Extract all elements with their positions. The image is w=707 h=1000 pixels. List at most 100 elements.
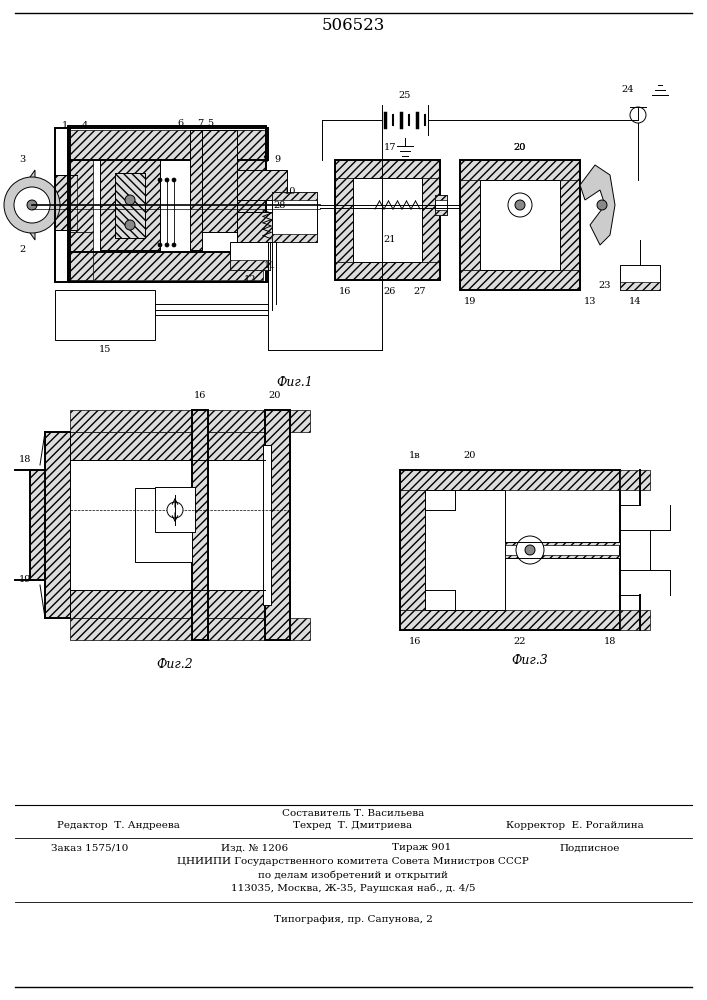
Bar <box>230 260 270 270</box>
Circle shape <box>165 243 169 247</box>
Bar <box>70 432 265 460</box>
Bar <box>460 270 580 290</box>
Bar <box>55 128 70 282</box>
Text: 113035, Москва, Ж-35, Раушская наб., д. 4/5: 113035, Москва, Ж-35, Раушская наб., д. … <box>230 883 475 893</box>
Bar <box>68 160 93 232</box>
Text: Редактор  Т. Андреева: Редактор Т. Андреева <box>57 822 180 830</box>
Bar <box>190 130 202 250</box>
Text: 20: 20 <box>269 390 281 399</box>
Bar <box>560 180 580 270</box>
Bar <box>425 490 505 610</box>
Circle shape <box>172 243 176 247</box>
Text: 25: 25 <box>399 91 411 100</box>
Bar <box>235 130 265 232</box>
Bar <box>68 128 268 160</box>
Text: 5: 5 <box>207 118 213 127</box>
Bar <box>45 432 70 618</box>
Text: 21: 21 <box>384 235 396 244</box>
Circle shape <box>630 107 646 123</box>
Bar <box>68 130 263 160</box>
Text: 1в: 1в <box>409 450 421 460</box>
Text: 16: 16 <box>194 390 206 399</box>
Text: 3: 3 <box>19 155 25 164</box>
Bar <box>237 212 287 242</box>
Bar <box>460 180 480 270</box>
Text: 26: 26 <box>384 288 396 296</box>
Text: 18: 18 <box>19 456 31 464</box>
Text: 16: 16 <box>339 288 351 296</box>
Bar <box>400 610 620 630</box>
Text: 11: 11 <box>264 260 276 269</box>
Text: 22: 22 <box>514 638 526 647</box>
Text: 15: 15 <box>99 346 111 355</box>
Text: 16: 16 <box>409 638 421 647</box>
Bar <box>272 234 317 242</box>
Bar <box>70 618 310 640</box>
Text: 12: 12 <box>244 275 256 284</box>
Bar <box>620 265 660 290</box>
Bar <box>190 130 202 250</box>
Bar <box>272 192 317 200</box>
Text: Техред  Т. Дмитриева: Техред Т. Дмитриева <box>293 822 413 830</box>
Bar <box>115 173 145 238</box>
Text: Заказ 1575/10: Заказ 1575/10 <box>52 844 129 852</box>
Bar <box>237 212 287 242</box>
Bar <box>505 555 620 558</box>
Text: 27: 27 <box>414 288 426 296</box>
Bar <box>192 410 208 640</box>
Bar <box>202 130 237 232</box>
Bar <box>230 242 270 270</box>
Bar <box>272 192 317 242</box>
Text: 23: 23 <box>599 280 612 290</box>
Text: 24: 24 <box>621 86 634 95</box>
Text: 17: 17 <box>384 143 396 152</box>
Text: 10: 10 <box>284 188 296 196</box>
Circle shape <box>14 187 50 223</box>
Text: Фиг.1: Фиг.1 <box>276 375 313 388</box>
Bar <box>55 175 77 230</box>
Text: 20: 20 <box>514 143 526 152</box>
Bar <box>335 160 440 280</box>
Text: Фиг.3: Фиг.3 <box>512 654 549 666</box>
Bar <box>135 488 192 562</box>
Text: 18: 18 <box>604 638 617 647</box>
Bar <box>400 470 620 490</box>
Circle shape <box>515 200 525 210</box>
Bar <box>155 487 195 532</box>
Bar <box>620 282 660 290</box>
Circle shape <box>165 178 169 182</box>
Circle shape <box>125 220 135 230</box>
Text: 14: 14 <box>629 298 641 306</box>
Polygon shape <box>28 170 35 240</box>
Bar <box>460 160 580 180</box>
Polygon shape <box>580 165 615 245</box>
Bar <box>422 178 440 262</box>
Text: Корректор  Е. Рогайлина: Корректор Е. Рогайлина <box>506 822 644 830</box>
Bar <box>435 195 447 200</box>
Text: 4: 4 <box>82 120 88 129</box>
Text: 1: 1 <box>62 120 68 129</box>
Bar <box>335 160 440 178</box>
Bar <box>265 410 290 640</box>
Bar <box>400 490 425 610</box>
Bar <box>30 470 45 580</box>
Bar <box>55 290 155 340</box>
Text: Подписное: Подписное <box>560 844 620 852</box>
Text: 7: 7 <box>197 118 203 127</box>
Text: 2: 2 <box>19 245 25 254</box>
Text: 9: 9 <box>274 155 280 164</box>
Bar <box>353 178 422 262</box>
Bar <box>335 262 440 280</box>
Circle shape <box>158 243 162 247</box>
Text: ЦНИИПИ Государственного комитета Совета Министров СССР: ЦНИИПИ Государственного комитета Совета … <box>177 857 529 866</box>
Circle shape <box>167 502 183 518</box>
Bar <box>480 180 560 270</box>
Bar <box>505 542 620 545</box>
Bar <box>70 410 310 432</box>
Bar <box>192 410 208 640</box>
Text: Изд. № 1206: Изд. № 1206 <box>221 844 288 852</box>
Bar <box>100 160 160 250</box>
Bar <box>115 173 145 238</box>
Bar <box>335 178 353 262</box>
Bar <box>263 445 271 605</box>
